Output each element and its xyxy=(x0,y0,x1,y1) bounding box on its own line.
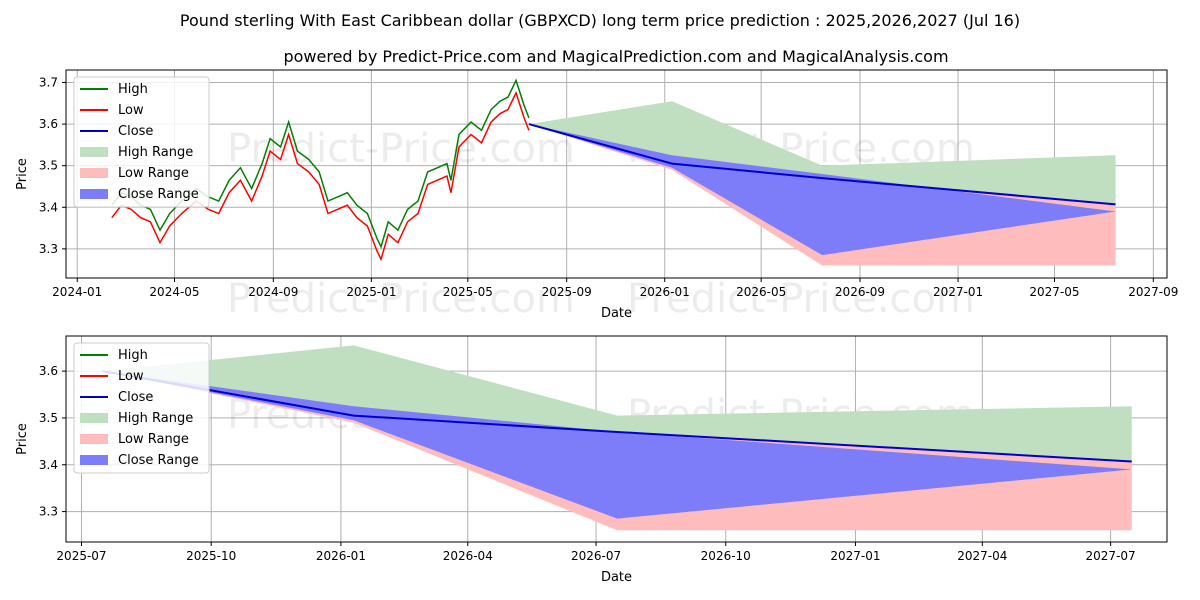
chart-title: Pound sterling With East Caribbean dolla… xyxy=(180,11,1020,30)
x-tick-label: 2026-07 xyxy=(571,549,621,563)
high-range-band xyxy=(102,345,1132,462)
y-tick-label: 3.4 xyxy=(39,458,58,472)
x-tick-label: 2027-09 xyxy=(1128,285,1178,299)
plot-frame xyxy=(65,335,1168,543)
close-forecast-line xyxy=(102,370,1132,463)
legend-entry: High xyxy=(118,348,148,363)
x-tick-label: 2027-01 xyxy=(933,285,983,299)
legend-entry: Close Range xyxy=(118,453,199,468)
legend-entry: Low xyxy=(118,103,144,118)
x-tick-label: 2026-04 xyxy=(443,549,493,563)
legend-patch-swatch xyxy=(80,168,108,178)
y-tick-label: 3.5 xyxy=(39,411,58,425)
high-range-band xyxy=(528,101,1116,205)
legend-entry: High xyxy=(118,82,148,97)
x-axis-label: Date xyxy=(601,306,632,321)
x-tick-label: 2026-09 xyxy=(835,285,885,299)
legend-entry: Low Range xyxy=(118,166,189,181)
x-tick-label: 2027-07 xyxy=(1086,549,1136,563)
y-tick-label: 3.4 xyxy=(39,200,58,214)
x-tick-label: 2027-04 xyxy=(957,549,1007,563)
legend-patch-swatch xyxy=(80,434,108,444)
x-tick-label: 2027-01 xyxy=(830,549,880,563)
legend-entry: Low xyxy=(118,369,144,384)
watermark: Predict-Price.com xyxy=(227,276,575,322)
close-forecast-line xyxy=(528,123,1116,206)
x-axis-label: Date xyxy=(601,570,632,585)
x-tick-label: 2026-10 xyxy=(701,549,751,563)
y-tick-label: 3.6 xyxy=(39,364,58,378)
close-range-band xyxy=(528,124,1116,256)
legend-entry: Close xyxy=(118,390,153,405)
top-panel: 2024-01 2024-05 2024-09 2025-01 2025-05 2025-… xyxy=(15,69,1178,322)
bottom-panel: 2025-07 2025-10 2026-01 2026-04 2026-07 2026-… xyxy=(15,335,1168,585)
x-tick-label: 2025-01 xyxy=(346,285,396,299)
legend-entry: High Range xyxy=(118,145,193,160)
y-tick-label: 3.5 xyxy=(39,159,58,173)
x-tick-label: 2025-09 xyxy=(542,285,592,299)
x-tick-label: 2026-01 xyxy=(640,285,690,299)
y-axis-label: Price xyxy=(15,423,30,455)
legend-patch-swatch xyxy=(80,189,108,199)
y-axis-label: Price xyxy=(15,158,30,190)
x-tick-label: 2026-01 xyxy=(316,549,366,563)
legend-entry: Close Range xyxy=(118,187,199,202)
close-range-band xyxy=(102,371,1132,519)
legend-entry: Low Range xyxy=(118,432,189,447)
y-tick-label: 3.7 xyxy=(39,75,58,89)
x-tick-label: 2024-05 xyxy=(149,285,199,299)
x-tick-label: 2025-07 xyxy=(56,549,106,563)
plot-frame xyxy=(65,69,1168,279)
legend-patch-swatch xyxy=(80,455,108,465)
watermark: Predict-Price.com xyxy=(227,126,575,172)
legend-entry: Close xyxy=(118,124,153,139)
x-tick-label: 2027-05 xyxy=(1029,285,1079,299)
y-tick-label: 3.3 xyxy=(39,505,58,519)
x-tick-label: 2026-05 xyxy=(736,285,786,299)
x-tick-label: 2024-01 xyxy=(52,285,102,299)
legend-entry: High Range xyxy=(118,411,193,426)
y-tick-label: 3.6 xyxy=(39,117,58,131)
chart-subtitle: powered by Predict-Price.com and Magical… xyxy=(283,47,948,66)
legend-patch-swatch xyxy=(80,147,108,157)
watermark: Predict-Price.com xyxy=(627,276,975,322)
x-tick-label: 2025-10 xyxy=(186,549,236,563)
x-tick-label: 2025-05 xyxy=(443,285,493,299)
y-tick-label: 3.3 xyxy=(39,242,58,256)
legend-patch-swatch xyxy=(80,413,108,423)
x-tick-label: 2024-09 xyxy=(248,285,298,299)
